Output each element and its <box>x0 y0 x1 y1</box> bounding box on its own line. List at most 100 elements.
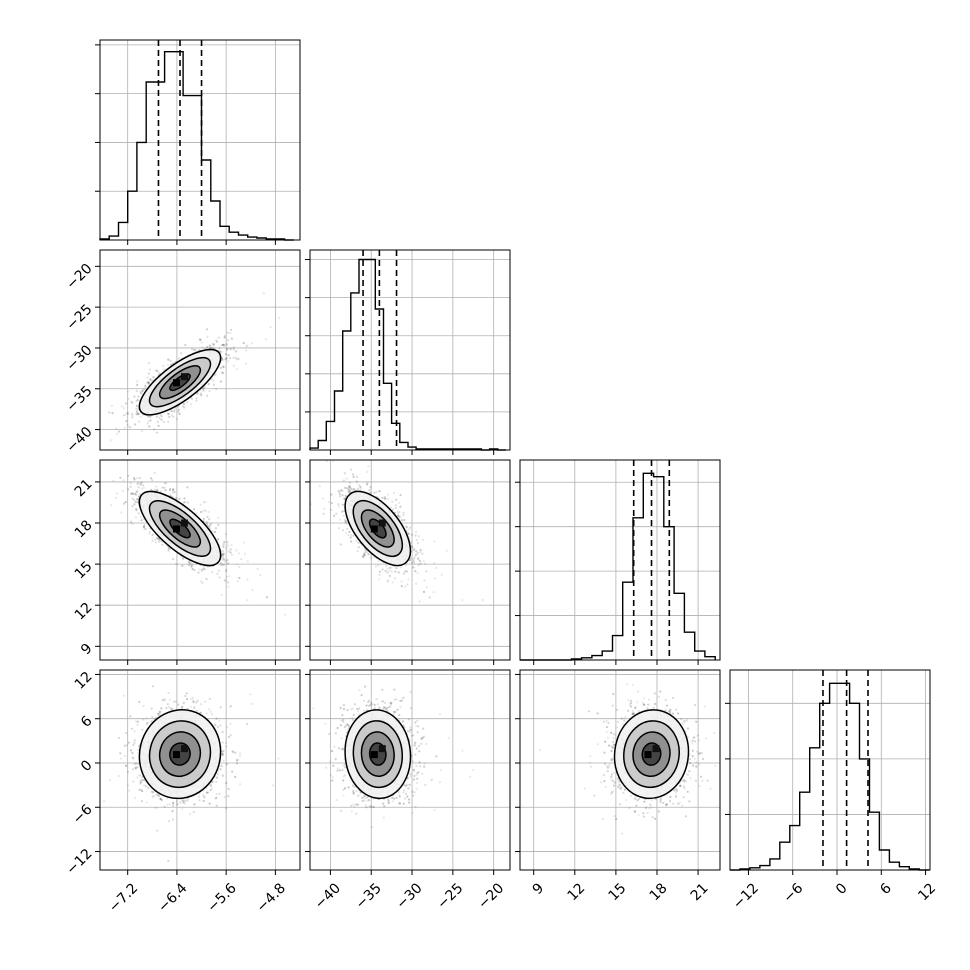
scatter-point <box>162 420 166 424</box>
scatter-point <box>417 564 420 567</box>
scatter-point <box>168 489 171 492</box>
scatter-point <box>169 494 172 497</box>
scatter-point <box>411 546 414 549</box>
scatter-point <box>137 512 140 515</box>
scatter-point <box>400 585 403 588</box>
scatter-point <box>214 527 217 530</box>
scatter-point <box>131 492 135 495</box>
scatter-point <box>228 357 232 360</box>
scatter-point <box>158 416 161 419</box>
scatter-point <box>162 368 165 371</box>
scatter-point <box>211 571 214 574</box>
scatter-point <box>243 552 246 555</box>
scatter-point <box>393 577 397 580</box>
scatter-point <box>347 491 350 494</box>
scatter-point <box>222 545 225 549</box>
scatter-point <box>174 562 178 566</box>
scatter-point <box>182 405 185 408</box>
scatter-point <box>137 486 140 489</box>
scatter-point <box>136 413 140 416</box>
scatter-point <box>418 559 421 563</box>
scatter-point <box>357 541 360 544</box>
scatter-point <box>395 567 398 570</box>
scatter-point <box>191 567 194 571</box>
scatter-point <box>215 340 219 343</box>
scatter-point <box>224 569 228 573</box>
scatter-point <box>141 389 144 392</box>
scatter-point <box>356 550 359 553</box>
scatter-point <box>222 553 225 557</box>
scatter-point <box>125 420 128 423</box>
scatter-point <box>221 553 225 556</box>
scatter-point <box>140 429 143 433</box>
scatter-point <box>378 573 381 577</box>
scatter-point <box>140 519 143 522</box>
scatter-point <box>172 558 175 561</box>
scatter-point <box>348 489 351 492</box>
scatter-point <box>147 382 150 385</box>
scatter-point <box>136 399 139 402</box>
scatter-point <box>151 539 154 542</box>
scatter-point <box>135 491 138 494</box>
scatter-point <box>212 343 215 346</box>
scatter-point <box>234 356 237 359</box>
scatter-point <box>355 475 358 478</box>
y-tick-label: 15 <box>72 558 96 582</box>
scatter-point <box>136 498 139 501</box>
scatter-point <box>229 332 232 335</box>
scatter-point <box>133 395 136 398</box>
scatter-point <box>222 558 226 561</box>
scatter-point <box>202 389 205 392</box>
y-tick-label: −30 <box>63 342 95 374</box>
scatter-point <box>108 411 111 414</box>
scatter-point <box>347 533 350 537</box>
scatter-point <box>144 384 147 387</box>
y-tick-label: 9 <box>78 641 96 659</box>
scatter-point <box>226 348 229 351</box>
scatter-point <box>127 390 130 393</box>
scatter-point <box>409 558 412 562</box>
scatter-point <box>195 349 198 352</box>
scatter-point <box>366 481 369 484</box>
scatter-point <box>404 570 407 573</box>
scatter-point <box>135 497 139 501</box>
scatter-point <box>159 539 162 542</box>
density-peak <box>173 525 180 533</box>
scatter-point <box>148 383 151 386</box>
scatter-point <box>399 515 402 518</box>
scatter-point <box>367 553 370 556</box>
scatter-point <box>135 413 138 416</box>
scatter-point <box>121 405 124 408</box>
scatter-point <box>167 549 170 552</box>
scatter-point <box>391 508 394 511</box>
scatter-point <box>217 336 221 339</box>
scatter-point <box>397 514 400 518</box>
scatter-point <box>195 512 198 515</box>
scatter-point <box>400 519 404 522</box>
scatter-point <box>214 373 217 376</box>
scatter-point <box>222 365 225 368</box>
scatter-point <box>199 503 202 506</box>
scatter-point <box>156 488 159 491</box>
scatter-point <box>230 553 234 556</box>
scatter-point <box>147 415 150 418</box>
scatter-point <box>225 547 228 550</box>
scatter-point <box>112 479 115 482</box>
scatter-point <box>120 511 123 514</box>
scatter-point <box>344 521 347 524</box>
scatter-point <box>155 431 159 434</box>
scatter-point <box>368 489 371 492</box>
scatter-point <box>346 522 349 525</box>
scatter-point <box>207 383 210 386</box>
scatter-point <box>202 517 205 521</box>
scatter-point <box>182 402 186 406</box>
scatter-point <box>169 488 172 491</box>
scatter-point <box>206 394 209 397</box>
scatter-point <box>226 562 230 565</box>
scatter-point <box>181 557 184 560</box>
scatter-point <box>139 493 142 496</box>
scatter-point <box>155 415 158 418</box>
scatter-point <box>202 387 205 390</box>
scatter-point <box>232 346 235 349</box>
